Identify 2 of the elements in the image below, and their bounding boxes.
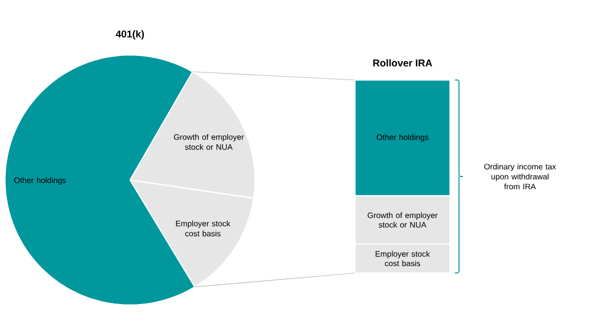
chart-title: Rollover IRA [373, 59, 432, 66]
chart-title: 401(k) [116, 30, 144, 40]
